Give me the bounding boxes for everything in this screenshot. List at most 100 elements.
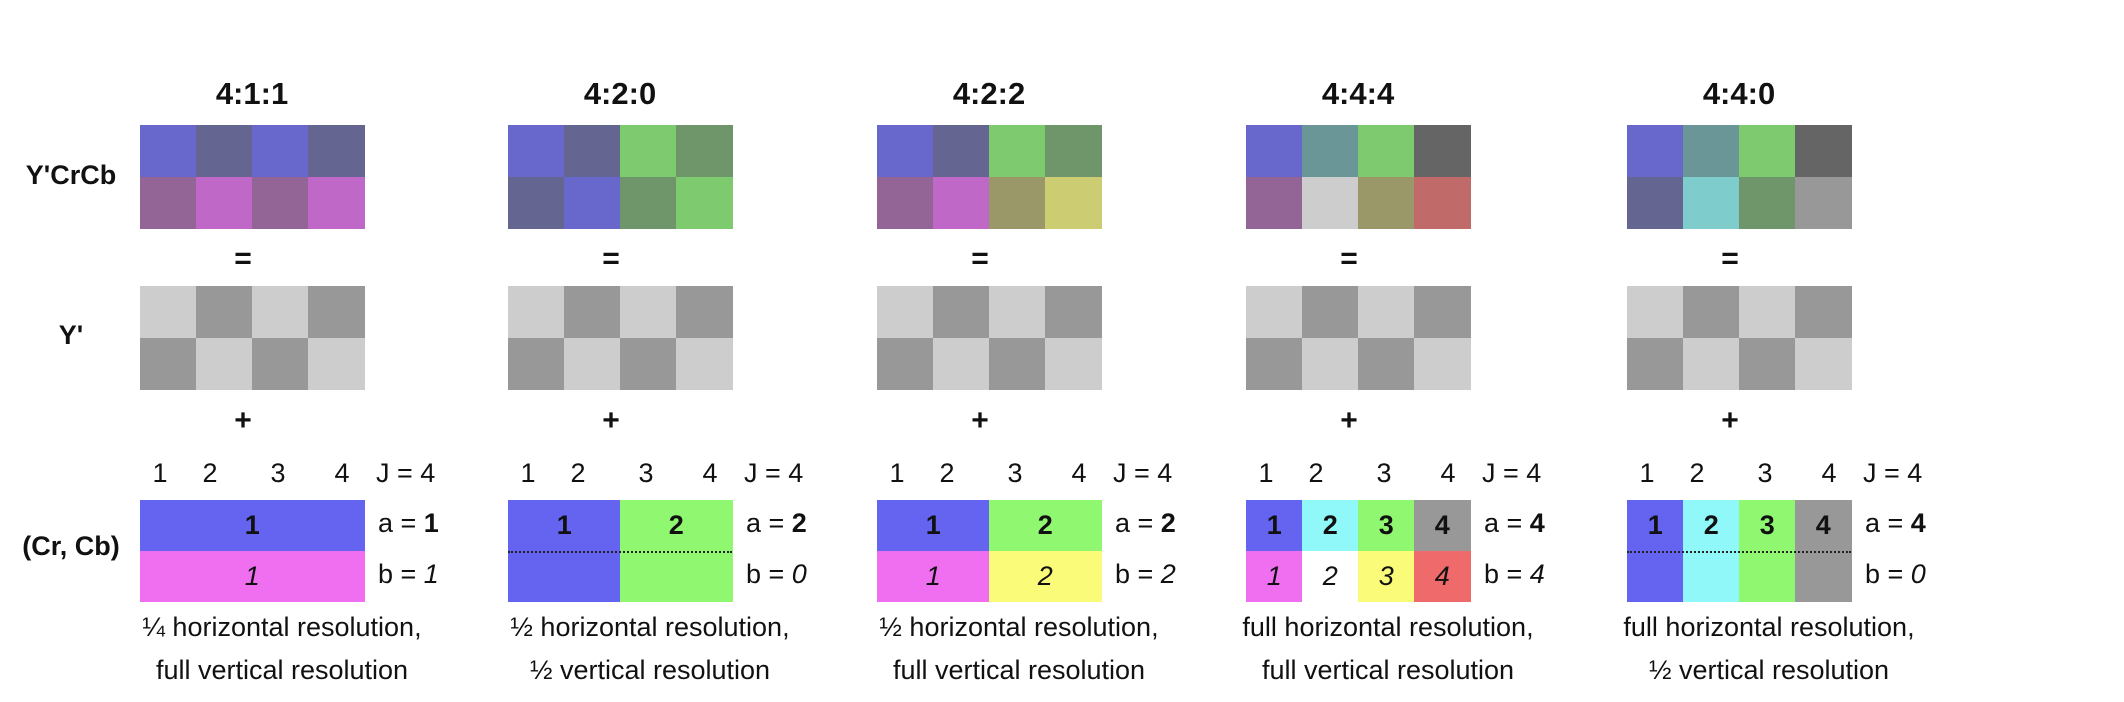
ycrcb-cell — [1358, 125, 1415, 177]
b-prefix: b = — [1865, 559, 1911, 589]
cr-sample-label: 1 — [556, 510, 572, 540]
ycrcb-cell — [196, 125, 253, 177]
resolution-description-line2: full vertical resolution — [1261, 655, 1515, 685]
luma-cell — [877, 286, 934, 338]
cr-sample-cell: 2 — [620, 500, 733, 551]
cb-sample-cell — [620, 551, 733, 602]
cb-sample-cell: 3 — [1358, 551, 1415, 602]
cr-sample-cell: 1 — [1627, 500, 1684, 551]
cb-sample-label: 1 — [1266, 561, 1282, 591]
sample-index-label: 3 — [638, 458, 654, 488]
sample-index-label: 1 — [889, 458, 905, 488]
ycrcb-cell — [1246, 177, 1303, 229]
ycrcb-cell — [1414, 177, 1471, 229]
ycrcb-cell — [1683, 177, 1740, 229]
a-value: 4 — [1529, 508, 1545, 538]
a-value: 2 — [1160, 508, 1176, 538]
luma-cell — [1414, 286, 1471, 338]
luma-cell — [1627, 286, 1684, 338]
cb-sample-cell — [1683, 551, 1740, 602]
sample-index-label: 4 — [702, 458, 718, 488]
cr-sample-cell: 1 — [508, 500, 621, 551]
b-parameter: b = 0 — [746, 559, 807, 590]
cb-sample-label: 3 — [1378, 561, 1394, 591]
b-value: 4 — [1529, 559, 1545, 589]
luma-cell — [1414, 338, 1471, 390]
a-prefix: a = — [1115, 508, 1161, 538]
ycrcb-cell — [140, 177, 197, 229]
cr-sample-label: 1 — [925, 510, 941, 540]
equals-sign: = — [234, 242, 252, 275]
cr-sample-label: 2 — [1703, 510, 1719, 540]
cr-sample-cell: 2 — [1302, 500, 1359, 551]
ycrcb-cell — [252, 125, 309, 177]
luma-cell — [1045, 338, 1102, 390]
ycrcb-cell — [508, 177, 565, 229]
cb-sample-cell: 2 — [1302, 551, 1359, 602]
cb-sample-cell: 1 — [877, 551, 990, 602]
resolution-description-line1: ¼ horizontal resolution, — [142, 612, 422, 642]
luma-cell — [564, 286, 621, 338]
a-prefix: a = — [746, 508, 792, 538]
plus-sign: + — [602, 404, 620, 437]
ycrcb-cell — [877, 125, 934, 177]
luma-cell — [1795, 338, 1852, 390]
resolution-description-line1: full horizontal resolution, — [1242, 612, 1534, 642]
luma-cell — [1045, 286, 1102, 338]
cb-sample-cell — [508, 551, 621, 602]
a-value: 2 — [791, 508, 807, 538]
b-value: 1 — [423, 559, 439, 589]
luma-cell — [620, 338, 677, 390]
ycrcb-cell — [1045, 177, 1102, 229]
cr-sample-label: 4 — [1434, 510, 1450, 540]
ycrcb-cell — [1683, 125, 1740, 177]
luma-cell — [989, 338, 1046, 390]
sample-index-label: 3 — [270, 458, 286, 488]
cr-sample-cell: 4 — [1795, 500, 1852, 551]
j-label: J = 4 — [376, 458, 436, 488]
ycrcb-cell — [989, 177, 1046, 229]
luma-cell — [252, 286, 309, 338]
ycrcb-cell — [877, 177, 934, 229]
resolution-description-line2: full vertical resolution — [892, 655, 1146, 685]
sample-index-label: 2 — [1308, 458, 1324, 488]
plus-sign: + — [1721, 404, 1739, 437]
sample-index-label: 1 — [152, 458, 168, 488]
cb-sample-cell: 4 — [1414, 551, 1471, 602]
b-value: 2 — [1160, 559, 1176, 589]
plus-sign: + — [971, 404, 989, 437]
b-prefix: b = — [1484, 559, 1530, 589]
sample-index-label: 4 — [1821, 458, 1837, 488]
luma-cell — [1246, 286, 1303, 338]
merged-row-divider — [1627, 551, 1851, 553]
sample-index-label: 1 — [1258, 458, 1274, 488]
luma-cell — [140, 286, 197, 338]
j-label: J = 4 — [1482, 458, 1542, 488]
luma-cell — [564, 338, 621, 390]
cb-sample-cell: 1 — [140, 551, 365, 602]
sample-index-label: 1 — [520, 458, 536, 488]
cr-sample-cell: 1 — [877, 500, 990, 551]
a-prefix: a = — [1484, 508, 1530, 538]
b-parameter: b = 4 — [1484, 559, 1545, 590]
equals-sign: = — [1721, 242, 1739, 275]
cr-sample-label: 2 — [1322, 510, 1338, 540]
ycrcb-cell — [1302, 125, 1359, 177]
ycrcb-cell — [1045, 125, 1102, 177]
b-value: 0 — [1910, 559, 1926, 589]
row-label-ycrcb: Y'CrCb — [25, 160, 117, 190]
luma-cell — [1739, 338, 1796, 390]
resolution-description-line1: ½ horizontal resolution, — [879, 612, 1159, 642]
luma-cell — [308, 338, 365, 390]
luma-cell — [1627, 338, 1684, 390]
ycrcb-cell — [308, 125, 365, 177]
sample-index-label: 3 — [1376, 458, 1392, 488]
ycrcb-cell — [564, 177, 621, 229]
ycrcb-cell — [1795, 177, 1852, 229]
ycrcb-cell — [140, 125, 197, 177]
luma-cell — [1246, 338, 1303, 390]
j-label: J = 4 — [1863, 458, 1923, 488]
ycrcb-cell — [1358, 177, 1415, 229]
ycrcb-cell — [620, 177, 677, 229]
ycrcb-cell — [1627, 177, 1684, 229]
